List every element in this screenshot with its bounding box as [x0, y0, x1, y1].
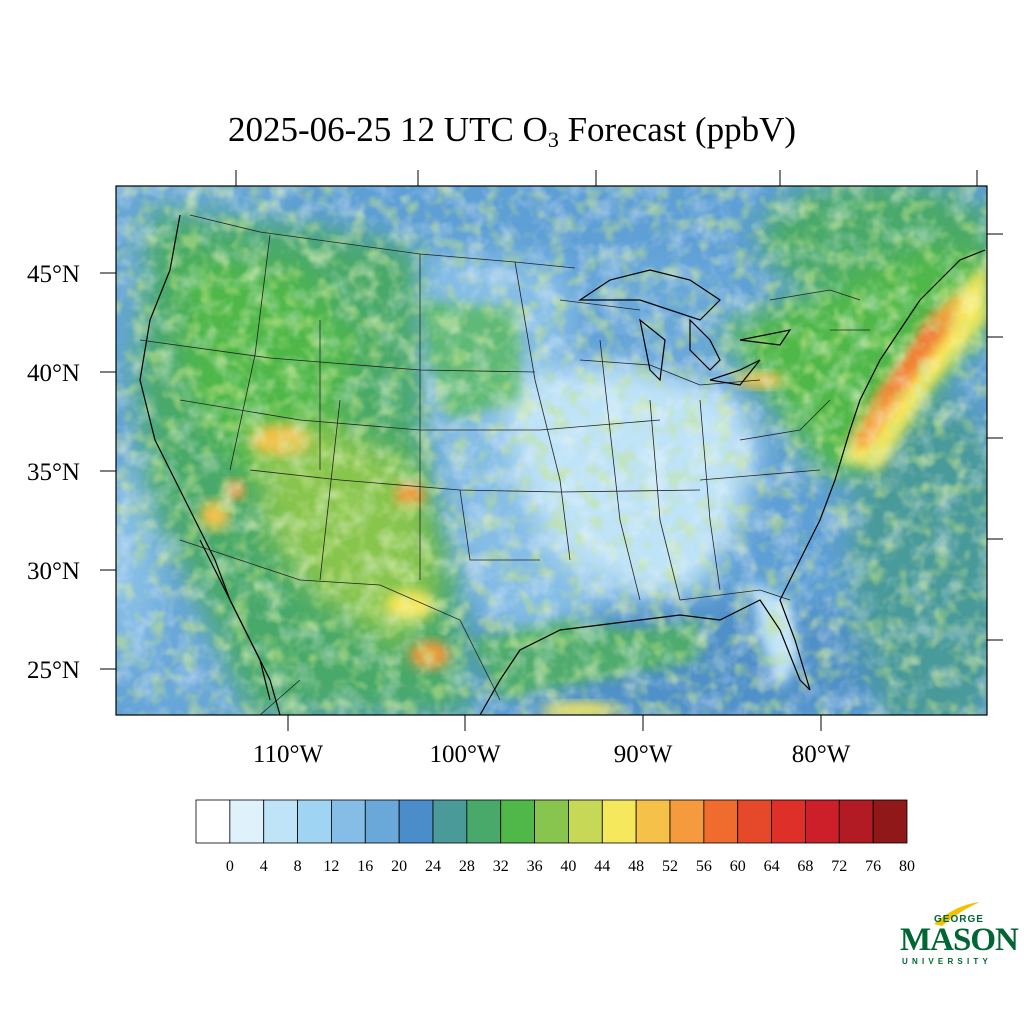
- colorbar-swatch: [838, 799, 874, 844]
- logo-line2: MASON: [900, 922, 1019, 958]
- axis-ticks: [100, 170, 1003, 731]
- title-suffix: Forecast (ppbV): [558, 110, 796, 149]
- lat-label: 40°N: [27, 360, 80, 387]
- title-prefix: 2025-06-25 12 UTC O: [228, 110, 548, 149]
- longitude-labels: 110°W 100°W 90°W 80°W: [253, 741, 851, 768]
- colorbar-label: 28: [459, 858, 475, 875]
- colorbar-swatch: [771, 799, 806, 844]
- colorbar-label: 0: [226, 858, 234, 875]
- title-subscript: 3: [547, 127, 559, 152]
- colorbar-swatch: [331, 799, 366, 844]
- colorbar-label: 68: [797, 858, 813, 875]
- colorbar-swatch: [229, 799, 265, 844]
- lon-label: 80°W: [792, 741, 851, 768]
- ozone-field-map: [116, 186, 987, 715]
- colorbar-label: 60: [730, 858, 746, 875]
- lat-label: 35°N: [27, 459, 80, 486]
- lat-label: 30°N: [27, 558, 80, 585]
- colorbar-label: 80: [899, 858, 915, 875]
- colorbar-label: 48: [628, 858, 644, 875]
- colorbar-label: 44: [594, 858, 610, 875]
- colorbar-label: 40: [560, 858, 576, 875]
- colorbar-label: 56: [696, 858, 712, 875]
- lat-label: 45°N: [27, 261, 80, 288]
- colorbar-swatch: [195, 799, 231, 844]
- colorbar-swatch: [872, 799, 908, 844]
- map-frame: [115, 185, 988, 716]
- colorbar-label: 16: [357, 858, 373, 875]
- colorbar-label: 76: [865, 858, 881, 875]
- colorbar-label: 36: [527, 858, 543, 875]
- colorbar-swatch: [635, 799, 671, 844]
- colorbar-swatch: [568, 799, 603, 844]
- colorbar-label: 24: [425, 858, 441, 875]
- colorbar-label: 52: [662, 858, 678, 875]
- colorbar-swatch: [601, 799, 637, 844]
- colorbar-swatch: [500, 799, 535, 844]
- lon-label: 110°W: [253, 741, 324, 768]
- colorbar-label: 12: [323, 858, 339, 875]
- latitude-labels: 45°N 40°N 35°N 30°N 25°N: [27, 261, 80, 684]
- colorbar: 0 4 8 12 16 20 24 28 32 36 40 44 48 52 56 60 64 68 72 76 80: [195, 799, 915, 875]
- colorbar-label: 64: [764, 858, 780, 875]
- colorbar-swatch: [398, 799, 434, 844]
- lat-label: 25°N: [27, 657, 80, 684]
- colorbar-swatch: [466, 799, 502, 844]
- colorbar-swatch: [534, 799, 569, 844]
- colorbar-swatch: [263, 799, 298, 844]
- page-title: 2025-06-25 12 UTC O3 Forecast (ppbV): [0, 110, 1024, 153]
- lon-label: 100°W: [429, 741, 500, 768]
- lon-label: 90°W: [614, 741, 673, 768]
- colorbar-swatch: [805, 799, 840, 844]
- colorbar-label: 20: [391, 858, 407, 875]
- colorbar-label: 4: [260, 858, 268, 875]
- colorbar-swatch: [364, 799, 400, 844]
- logo-line3: UNIVERSITY: [902, 957, 993, 966]
- colorbar-swatch: [703, 799, 739, 844]
- gmu-logo: GEORGE MASON UNIVERSITY: [898, 898, 1019, 970]
- colorbar-swatch: [737, 799, 772, 844]
- logo-line1: GEORGE: [934, 914, 984, 925]
- state-boundaries: [139, 214, 870, 715]
- logo-swoosh-icon: [934, 902, 980, 926]
- colorbar-label: 32: [493, 858, 509, 875]
- colorbar-swatch: [297, 799, 332, 844]
- colorbar-label: 72: [831, 858, 847, 875]
- colorbar-swatch: [432, 799, 468, 844]
- colorbar-label: 8: [294, 858, 302, 875]
- colorbar-swatch: [669, 799, 705, 844]
- coastlines: [139, 214, 986, 715]
